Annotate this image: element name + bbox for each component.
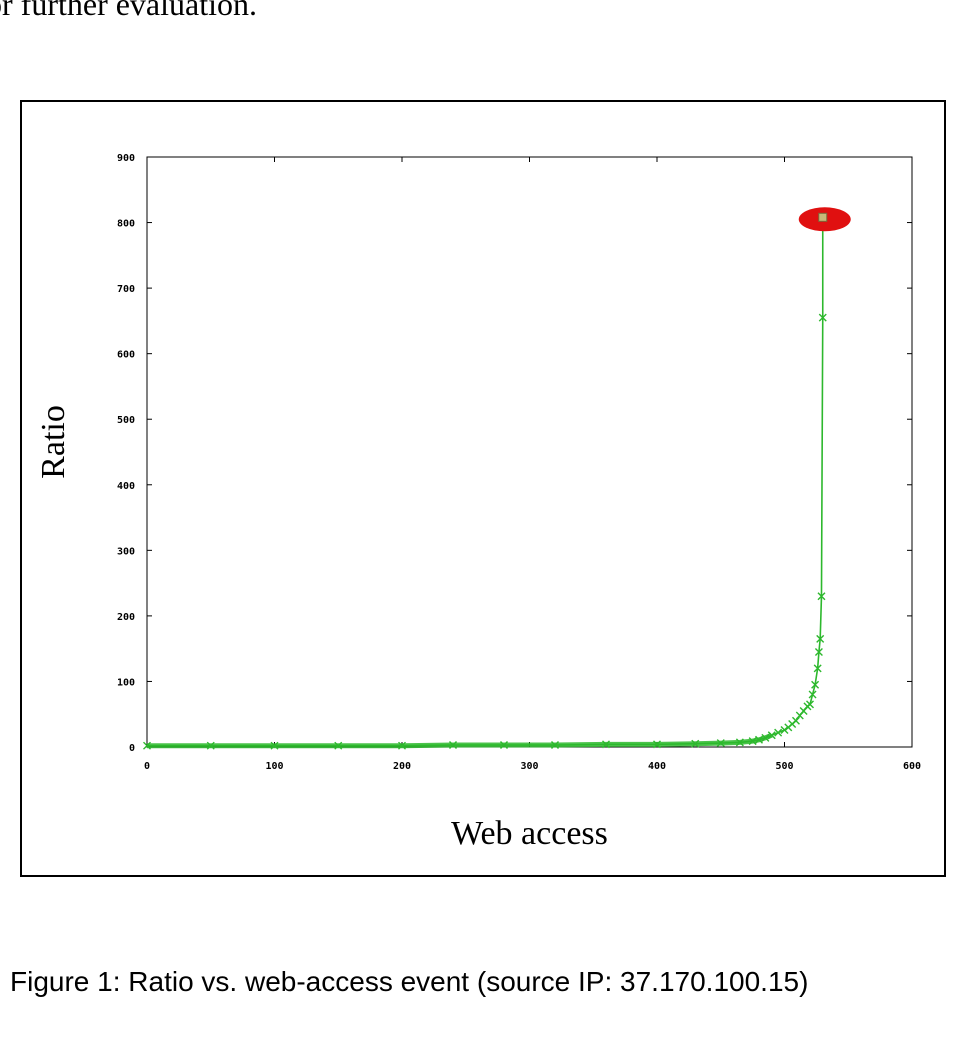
- series-point: [691, 739, 700, 748]
- series-point: [780, 725, 789, 734]
- x-tick-label: 400: [648, 761, 666, 772]
- series-point: [602, 740, 610, 749]
- plot-border: [146, 156, 913, 748]
- figure-caption: Figure 1: Ratio vs. web-access event (so…: [10, 966, 809, 997]
- series-point: [817, 592, 826, 601]
- series-point: [767, 731, 776, 740]
- series-point: [761, 733, 770, 742]
- x-tick-label: 600: [903, 761, 921, 772]
- y-tick-label: 600: [117, 350, 135, 361]
- y-axis-label: Ratio: [35, 405, 72, 479]
- series-point: [811, 680, 820, 689]
- y-tick-label: 500: [117, 415, 135, 426]
- series-point: [653, 740, 661, 749]
- y-tick-label: 0: [129, 743, 135, 754]
- x-tick-label: 300: [520, 761, 538, 772]
- series-point: [398, 741, 406, 750]
- series-point: [449, 741, 457, 750]
- y-tick-label: 900: [117, 153, 135, 164]
- y-tick-label: 100: [117, 677, 135, 688]
- x-axis-label: Web access: [451, 815, 608, 852]
- series-point: [755, 735, 763, 744]
- y-tick-label: 400: [117, 481, 135, 492]
- series-point: [791, 716, 800, 725]
- series-point: [806, 700, 814, 709]
- highlight-marker: [818, 212, 828, 222]
- y-tick-label: 200: [117, 612, 135, 623]
- series-point: [716, 739, 725, 748]
- x-tick-label: 100: [265, 761, 283, 772]
- y-tick-label: 300: [117, 546, 135, 557]
- series-point: [551, 741, 559, 750]
- series-point: [808, 690, 817, 699]
- x-tick-label: 200: [393, 761, 411, 772]
- series-point: [334, 741, 343, 750]
- series-point: [735, 738, 744, 747]
- chart-axes: [146, 156, 913, 748]
- chart-highlight: [798, 207, 851, 232]
- series-point: [748, 737, 757, 746]
- ratio-chart: 0 100 200 300 400 500 600 0 100 200 300 400 500 600 70…: [35, 153, 921, 852]
- chart-series: [143, 217, 827, 750]
- series-point: [143, 741, 151, 750]
- series-point: [270, 741, 279, 750]
- y-tick-label: 700: [117, 284, 135, 295]
- series-point: [816, 634, 825, 643]
- figure-frame: 0 100 200 300 400 500 600 0 100 200 300 400 500 600 70…: [20, 100, 946, 877]
- series-point: [500, 741, 508, 750]
- y-tick-label: 800: [117, 219, 135, 230]
- chart-ticks: 0 100 200 300 400 500 600 0 100 200 300 400 500 600 70…: [117, 153, 921, 772]
- series-point: [813, 664, 822, 673]
- series-point: [774, 728, 783, 737]
- x-tick-label: 500: [775, 761, 793, 772]
- x-tick-label: 0: [144, 761, 150, 772]
- body-text-fragment: or further evaluation.: [0, 0, 257, 22]
- series-line-dense: [147, 732, 773, 749]
- series-point: [206, 741, 215, 750]
- series-point: [814, 647, 823, 656]
- series-line: [147, 317, 824, 747]
